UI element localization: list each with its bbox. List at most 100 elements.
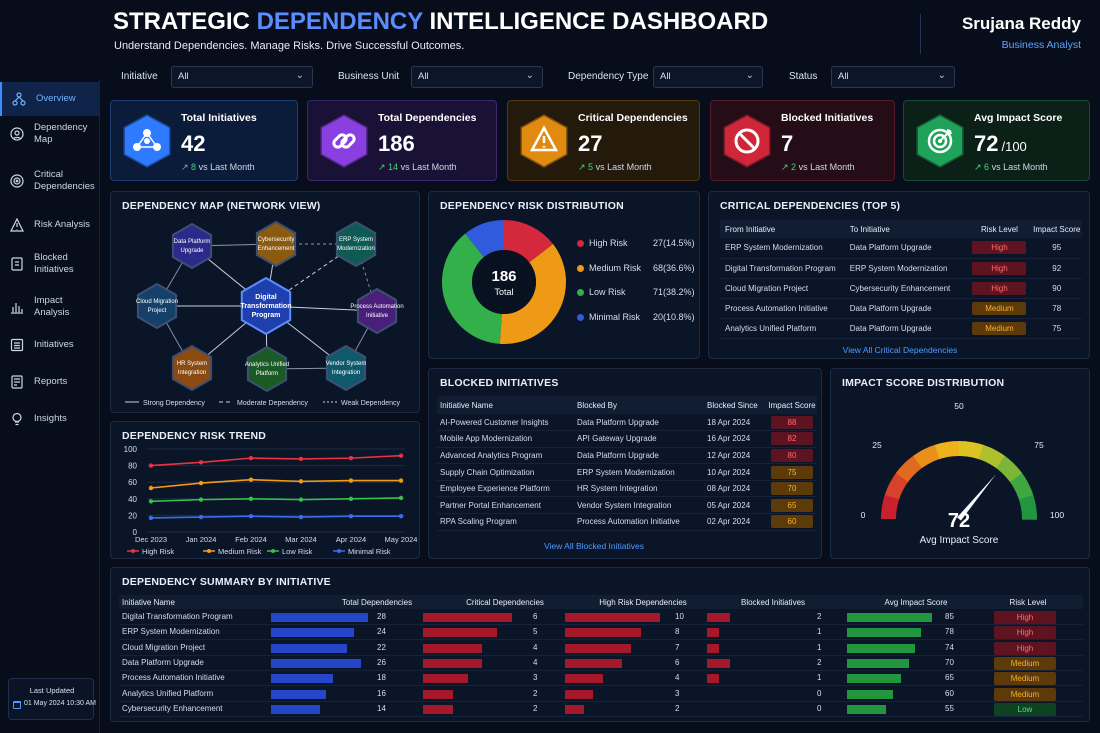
- table-row[interactable]: [119, 625, 1083, 641]
- kpi-card-total-dependencies[interactable]: Total Dependencies 186 ↗ 14 vs Last Month: [307, 100, 497, 181]
- table-row[interactable]: Process Automation Initiative Data Platfo…: [720, 298, 1082, 319]
- data-point[interactable]: [248, 455, 254, 461]
- table-cell: 16 Apr 2024: [704, 430, 764, 448]
- sidebar-item-critical-dependencies[interactable]: Critical Dependencies: [0, 164, 100, 198]
- table-row[interactable]: AI-Powered Customer Insights Data Platfor…: [437, 414, 817, 432]
- bar-value: 10: [675, 612, 684, 621]
- bar-value: 24: [377, 627, 386, 637]
- data-point[interactable]: [148, 463, 154, 468]
- data-point[interactable]: [198, 480, 204, 486]
- summary-bar: [847, 643, 915, 653]
- data-point[interactable]: [298, 456, 304, 462]
- table-row[interactable]: Partner Portal Enhancement Vendor System …: [437, 496, 817, 515]
- table-row[interactable]: Supply Chain Optimization ERP System Mode…: [437, 463, 817, 481]
- target-icon: [916, 114, 964, 168]
- data-point[interactable]: [298, 479, 304, 484]
- data-point[interactable]: [148, 485, 154, 491]
- data-point[interactable]: [348, 496, 354, 501]
- summary-bar: [423, 704, 453, 714]
- title-part-1: STRATEGIC: [113, 8, 257, 35]
- network-graph[interactable]: Data Platform Upgrade Cybersecurity Enhance…: [111, 192, 421, 414]
- kpi-number: 27: [578, 131, 603, 156]
- gauge-arc-segment: [895, 467, 912, 482]
- trend-line-chart[interactable]: 0 20 40 60 80 100 Dec 2023 Jan 2024 Feb 2024 Mar …: [111, 422, 421, 560]
- map-node-center[interactable]: [240, 276, 292, 336]
- table-row[interactable]: [119, 610, 1083, 625]
- view-all-blocked-link[interactable]: View All Blocked Initiatives: [543, 541, 644, 551]
- data-point[interactable]: [348, 455, 354, 461]
- map-node-erp-system-modernization[interactable]: [335, 220, 377, 268]
- kpi-card-blocked-initiatives[interactable]: Blocked Initiatives 7 ↗ 2 vs Last Month: [710, 100, 895, 181]
- table-row[interactable]: Advanced Analytics Program Data Platform …: [437, 447, 817, 465]
- kpi-card-avg-impact-score[interactable]: Avg Impact Score 72/100 ↗ 6 vs Last Month: [903, 100, 1090, 181]
- cell-text: Vendor System Integration: [577, 500, 672, 510]
- data-point[interactable]: [198, 497, 204, 502]
- gauge-tick-label: 0: [861, 510, 866, 520]
- user-name[interactable]: Srujana Reddy: [961, 14, 1081, 33]
- table-row[interactable]: RPA Scaling Program Process Automation In…: [437, 513, 817, 531]
- data-point[interactable]: [248, 496, 254, 501]
- table-row[interactable]: Digital Transformation Program ERP System…: [720, 258, 1082, 279]
- filter-select-initiative[interactable]: All ⌄: [171, 66, 313, 88]
- map-node-label: HR System: [177, 361, 207, 367]
- sidebar-item-dependency-map[interactable]: Dependency Map: [0, 117, 100, 151]
- table-row[interactable]: Analytics Unified Platform Data Platform …: [720, 318, 1082, 339]
- donut-slice-medium-risk[interactable]: [499, 244, 566, 344]
- data-point[interactable]: [198, 514, 204, 520]
- bar-value: 60: [945, 688, 954, 698]
- data-point[interactable]: [248, 477, 254, 482]
- data-point[interactable]: [348, 514, 354, 519]
- filter-select-business-unit[interactable]: All ⌄: [411, 66, 543, 88]
- bar-value: 2: [675, 703, 680, 713]
- table-row[interactable]: Cloud Migration Project Cybersecurity Enh…: [720, 278, 1082, 299]
- data-point[interactable]: [398, 453, 404, 458]
- map-node-cloud-migration-project[interactable]: [136, 282, 178, 330]
- table-row[interactable]: Mobile App Modernization API Gateway Upgr…: [437, 430, 817, 448]
- data-point[interactable]: [248, 514, 254, 519]
- table-row[interactable]: [119, 702, 1083, 717]
- map-node-analytics-unified-platform[interactable]: [246, 345, 288, 393]
- sidebar-item-initiatives[interactable]: Initiatives: [0, 328, 100, 362]
- sidebar-item-label: Initiatives: [34, 339, 74, 350]
- data-point[interactable]: [398, 495, 404, 501]
- panel-title: CRITICAL DEPENDENCIES (TOP 5): [720, 200, 901, 212]
- data-point[interactable]: [148, 499, 154, 504]
- donut-chart[interactable]: [439, 218, 569, 348]
- table-row[interactable]: [119, 641, 1083, 656]
- table-row[interactable]: [119, 671, 1083, 687]
- table-row[interactable]: ERP System Modernization Data Platform Up…: [720, 238, 1082, 259]
- donut-slice-high-risk[interactable]: [504, 220, 554, 263]
- initiative-name: Process Automation Initiative: [122, 673, 225, 683]
- table-row[interactable]: [119, 656, 1083, 671]
- data-point[interactable]: [148, 515, 154, 521]
- bar-value: 2: [533, 703, 538, 713]
- sidebar-item-risk-analysis[interactable]: Risk Analysis: [0, 208, 100, 242]
- sidebar-item-overview[interactable]: Overview: [0, 82, 100, 116]
- donut-slice-minimal-risk[interactable]: [465, 220, 504, 258]
- map-node-data-platform-upgrade[interactable]: [171, 222, 213, 270]
- data-point[interactable]: [298, 497, 304, 502]
- map-node-vendor-system-integration[interactable]: [325, 344, 367, 392]
- map-node-cybersecurity-enhancement[interactable]: [255, 220, 297, 268]
- data-point[interactable]: [348, 478, 354, 483]
- donut-slice-low-risk[interactable]: [442, 233, 502, 344]
- filter-select-dependency-type[interactable]: All ⌄: [653, 66, 763, 88]
- sidebar-item-insights[interactable]: Insights: [0, 402, 100, 436]
- summary-bar: [423, 643, 483, 653]
- map-node-process-automation-initiative[interactable]: [356, 287, 398, 335]
- data-point[interactable]: [298, 514, 304, 520]
- kpi-card-critical-dependencies[interactable]: Critical Dependencies 27 ↗ 5 vs Last Month: [507, 100, 700, 181]
- table-row[interactable]: [119, 687, 1083, 702]
- sidebar-item-blocked-initiatives[interactable]: Blocked Initiatives: [0, 247, 100, 281]
- kpi-card-total-initiatives[interactable]: Total Initiatives 42 ↗ 8 vs Last Month: [110, 100, 298, 181]
- filter-select-status[interactable]: All ⌄: [831, 66, 955, 88]
- view-all-critical-link[interactable]: View All Critical Dependencies: [842, 345, 958, 355]
- map-node-label: ERP System: [339, 237, 373, 243]
- data-point[interactable]: [398, 514, 404, 519]
- data-point[interactable]: [398, 478, 404, 483]
- map-node-hr-system-integration[interactable]: [171, 344, 213, 392]
- data-point[interactable]: [198, 460, 204, 465]
- sidebar-item-impact-analysis[interactable]: Impact Analysis: [0, 290, 100, 324]
- sidebar-item-reports[interactable]: Reports: [0, 365, 100, 399]
- table-row[interactable]: Employee Experience Platform HR System In…: [437, 480, 817, 498]
